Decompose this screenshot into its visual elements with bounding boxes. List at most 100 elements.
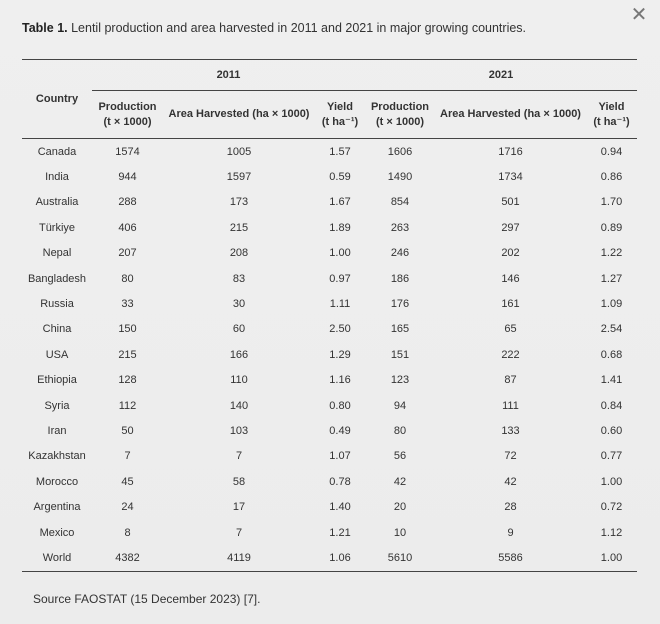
column-header-production-2021: Production (t × 1000) (365, 90, 435, 139)
table-row: Nepal 207 208 1.00 246 202 1.22 (22, 241, 637, 266)
cell-yield-2021: 1.70 (600, 196, 623, 209)
column-header-production-2011: Production (t × 1000) (92, 90, 163, 139)
cell-country: Canada (37, 145, 77, 158)
cell-yield-2011: 1.07 (329, 450, 351, 463)
cell-area-2021: 72 (504, 450, 517, 463)
cell-area-2021: 501 (501, 196, 520, 209)
cell-country: India (45, 171, 69, 184)
cell-yield-2011: 1.06 (315, 545, 365, 572)
cell-area-2021: 297 (501, 221, 520, 234)
cell-area-2011: 173 (229, 196, 249, 209)
cell-production-2011: 45 (121, 475, 134, 488)
cell-area-2011: 110 (230, 374, 248, 387)
table-row: Argentina 24 17 1.40 20 28 0.72 (22, 494, 637, 519)
table-row: Mexico 8 7 1.21 10 9 1.12 (22, 520, 637, 545)
cell-yield-2011: 1.00 (329, 247, 351, 260)
cell-country: Australia (35, 196, 79, 209)
cell-production-2021: 1606 (387, 145, 413, 158)
cell-country: Syria (44, 399, 70, 412)
cell-area-2011: 83 (232, 272, 246, 285)
cell-yield-2011: 0.97 (329, 272, 351, 285)
cell-production-2021: 246 (390, 247, 410, 260)
close-icon[interactable]: ✕ (630, 4, 648, 26)
cell-yield-2021: 0.72 (600, 501, 623, 514)
cell-area-2021: 42 (504, 475, 517, 488)
cell-yield-2011: 1.57 (329, 145, 351, 158)
column-header-year-2011: 2011 (92, 59, 365, 91)
cell-area-2011: 4119 (163, 545, 315, 572)
table-row: Russia 33 30 1.11 176 161 1.09 (22, 291, 637, 316)
cell-country: Mexico (39, 526, 75, 539)
cell-production-2021: 10 (393, 526, 407, 539)
cell-production-2021: 186 (390, 272, 410, 285)
cell-yield-2011: 1.29 (329, 348, 351, 361)
cell-yield-2021: 0.89 (600, 221, 623, 234)
cell-area-2021: 87 (504, 374, 517, 387)
cell-production-2011: 128 (118, 374, 137, 387)
caption-label: Table 1. (22, 21, 68, 35)
cell-yield-2021: 0.60 (600, 424, 623, 437)
cell-yield-2011: 1.16 (329, 374, 351, 387)
table-source-note: Source FAOSTAT (15 December 2023) [7]. (33, 592, 261, 606)
table-row: Ethiopia 128 110 1.16 123 87 1.41 (22, 368, 637, 393)
cell-yield-2021: 0.84 (600, 399, 623, 412)
column-header-year-2021: 2021 (365, 59, 637, 91)
cell-production-2021: 20 (393, 501, 407, 514)
cell-production-2011: 7 (124, 450, 131, 463)
cell-production-2011: 8 (124, 526, 131, 539)
cell-production-2021: 263 (390, 221, 410, 234)
cell-area-2011: 208 (229, 247, 249, 260)
cell-country: Russia (40, 298, 74, 311)
cell-area-2021: 65 (504, 323, 517, 336)
cell-production-2011: 406 (118, 221, 137, 234)
column-header-country: Country (22, 59, 92, 139)
column-header-area-harvested-2011: Area Harvested (ha × 1000) (163, 90, 315, 139)
cell-yield-2011: 1.11 (329, 298, 351, 311)
cell-area-2021: 222 (501, 348, 520, 361)
cell-production-2011: 1574 (115, 145, 140, 158)
table-row: Iran 50 103 0.49 80 133 0.60 (22, 418, 637, 443)
cell-area-2011: 140 (229, 399, 249, 412)
table-row: Kazakhstan 7 7 1.07 56 72 0.77 (22, 444, 637, 469)
cell-area-2021: 111 (502, 399, 519, 412)
cell-country: Kazakhstan (28, 450, 86, 463)
cell-yield-2011: 1.40 (329, 501, 351, 514)
cell-production-2011: 288 (118, 196, 137, 209)
cell-area-2021: 161 (501, 298, 520, 311)
cell-area-2011: 1597 (226, 171, 252, 184)
cell-production-2021: 42 (393, 475, 407, 488)
cell-yield-2021: 1.00 (600, 475, 623, 488)
cell-area-2011: 1005 (226, 145, 252, 158)
cell-area-2021: 146 (501, 272, 520, 285)
column-header-area-harvested-2021: Area Harvested (ha × 1000) (435, 90, 586, 139)
cell-production-2011: 50 (121, 424, 134, 437)
cell-yield-2011: 2.50 (329, 323, 351, 336)
cell-area-2021: 1734 (498, 171, 523, 184)
cell-yield-2021: 0.68 (600, 348, 623, 361)
cell-country: Türkiye (38, 221, 76, 234)
cell-production-2011: 33 (121, 298, 134, 311)
cell-production-2021: 176 (390, 298, 410, 311)
cell-yield-2021: 1.27 (600, 272, 623, 285)
cell-yield-2021: 1.41 (600, 374, 623, 387)
cell-country: USA (45, 348, 69, 361)
cell-area-2011: 58 (232, 475, 246, 488)
cell-yield-2011: 1.21 (329, 526, 351, 539)
cell-area-2011: 60 (232, 323, 246, 336)
table-row: China 150 60 2.50 165 65 2.54 (22, 317, 637, 342)
cell-yield-2021: 1.00 (586, 545, 637, 572)
cell-production-2011: 112 (118, 399, 137, 412)
table-row: World 4382 4119 1.06 5610 5586 1.00 (22, 545, 637, 572)
cell-yield-2021: 0.86 (600, 171, 623, 184)
cell-country: Morocco (35, 475, 79, 488)
cell-yield-2021: 0.77 (600, 450, 623, 463)
cell-yield-2021: 1.22 (600, 247, 623, 260)
cell-yield-2021: 2.54 (600, 323, 623, 336)
table-row: Türkiye 406 215 1.89 263 297 0.89 (22, 215, 637, 240)
cell-production-2021: 123 (390, 374, 410, 387)
table-row: Bangladesh 80 83 0.97 186 146 1.27 (22, 266, 637, 291)
caption-text: Lentil production and area harvested in … (67, 21, 527, 35)
cell-production-2011: 150 (118, 323, 137, 336)
cell-yield-2011: 0.78 (329, 475, 351, 488)
cell-production-2011: 944 (118, 171, 137, 184)
